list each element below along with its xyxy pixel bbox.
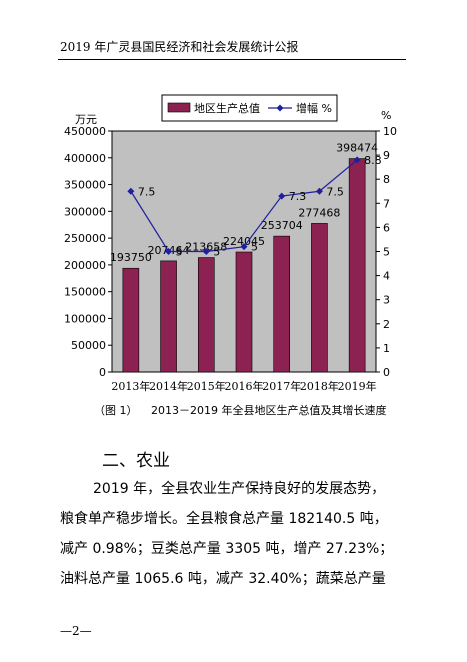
legend-line-label: 增幅 %	[296, 101, 332, 115]
growth-point	[240, 243, 248, 251]
left-axis-tick-label: 0	[99, 366, 106, 379]
category-label: 2016年	[225, 379, 264, 393]
growth-point-label: 5	[176, 246, 183, 259]
growth-point	[127, 187, 135, 195]
growth-point	[278, 192, 286, 200]
paragraph-line: 2019 年，全县农业生产保持良好的发展态势，	[93, 481, 386, 497]
growth-point-label: 7.3	[289, 190, 307, 203]
gdp-bar	[197, 257, 215, 373]
growth-point	[315, 187, 323, 195]
right-axis-tick-label: 0	[383, 366, 390, 379]
right-axis-tick-label: 2	[383, 318, 390, 331]
gdp-bar	[235, 251, 253, 373]
left-axis-tick-label: 300000	[64, 205, 106, 218]
right-axis-tick-label: 4	[383, 270, 390, 283]
figure-caption: （图 1） 2013－2019 年全县地区生产总值及其增长速度	[94, 402, 386, 418]
category-label: 2017年	[262, 379, 301, 393]
section-title: 二、农业	[102, 451, 170, 471]
gdp-bar-label: 398474	[336, 142, 378, 155]
category-label: 2014年	[149, 379, 188, 393]
left-axis-tick-label: 200000	[64, 259, 106, 272]
category-label: 2015年	[187, 379, 226, 393]
right-axis-tick-label: 6	[383, 221, 390, 234]
right-axis-tick-label: 8	[383, 173, 390, 186]
left-axis-unit: 万元	[75, 113, 97, 126]
category-label: 2019年	[338, 379, 377, 393]
left-axis-tick-label: 100000	[64, 312, 106, 325]
header-rule	[58, 59, 406, 60]
gdp-bar-label: 253704	[261, 219, 303, 232]
figure-caption-label: （图 1）	[94, 404, 138, 417]
paragraph-line: 油料总产量 1065.6 吨，减产 32.40%；蔬菜总产量	[60, 571, 386, 587]
growth-point	[165, 248, 173, 255]
left-axis-tick-label: 50000	[71, 339, 106, 352]
gdp-growth-chart: 0 50000 100000 150000 200000 250000 300000 3500…	[64, 94, 397, 393]
right-axis-tick-label: 7	[383, 197, 390, 210]
gdp-bar-label: 277468	[298, 206, 340, 219]
legend-box	[161, 94, 338, 122]
right-axis-unit: %	[381, 109, 391, 122]
legend-line-marker	[276, 104, 284, 112]
gdp-bar	[311, 223, 328, 373]
left-axis-tick-label: 350000	[64, 179, 106, 192]
report-header: 2019 年广灵县国民经济和社会发展统计公报	[60, 40, 299, 54]
right-axis-tick-label: 3	[383, 294, 390, 307]
paragraph-line: 减产 0.98%；豆类总产量 3305 吨，增产 27.23%；	[60, 541, 394, 557]
gdp-bar	[160, 260, 177, 373]
right-axis-tick-label: 5	[383, 246, 390, 259]
gdp-bar	[348, 158, 366, 373]
growth-point-label: 5	[251, 241, 258, 254]
left-axis-tick-label: 150000	[64, 286, 106, 299]
growth-point	[202, 248, 210, 255]
growth-point-label: 8.8	[364, 154, 382, 167]
gdp-bar	[122, 267, 140, 373]
left-axis-tick-label: 250000	[64, 232, 106, 245]
paragraph-line: 粮食单产稳步增长。全县粮食总产量 182140.5 吨，	[60, 511, 388, 527]
category-label: 2018年	[300, 379, 339, 393]
left-axis-tick-label: 450000	[64, 125, 106, 138]
right-axis-tick-label: 10	[383, 125, 397, 138]
gdp-bar-label: 224045	[223, 235, 265, 248]
figure-caption-text: 2013－2019 年全县地区生产总值及其增长速度	[151, 404, 387, 417]
left-axis-tick-label: 400000	[64, 152, 106, 165]
growth-point-label: 5	[213, 246, 220, 259]
gdp-bar	[273, 235, 291, 373]
growth-point	[353, 156, 361, 164]
right-axis-tick-label: 9	[383, 149, 390, 162]
legend-bar-swatch	[167, 102, 191, 113]
right-axis-tick-label: 1	[383, 342, 390, 355]
agriculture-paragraph: 2019 年，全县农业生产保持良好的发展态势， 粮食单产稳步增长。全县粮食总产量…	[60, 474, 410, 594]
growth-point-label: 7.5	[138, 185, 156, 198]
gdp-bar-label: 193750	[110, 251, 152, 264]
growth-point-label: 7.5	[326, 185, 344, 198]
legend-bar-label: 地区生产总值	[194, 101, 260, 115]
category-label: 2013年	[111, 379, 150, 393]
page-number: —2—	[60, 624, 92, 638]
